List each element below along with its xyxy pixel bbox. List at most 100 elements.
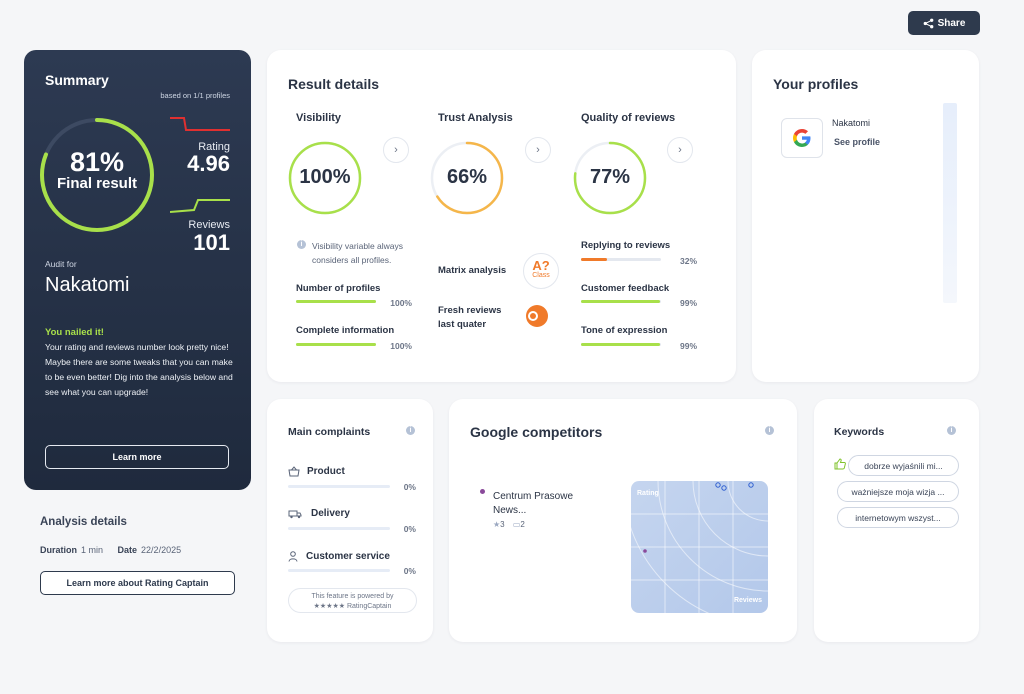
matrix-analysis-label: Matrix analysis [438, 265, 507, 276]
quality-title: Quality of reviews [581, 112, 676, 124]
quality-chevron-button[interactable]: › [667, 137, 693, 163]
metric-tone: Tone of expression [581, 325, 668, 336]
audit-for-label: Audit for [45, 259, 77, 269]
complaints-info-icon[interactable]: i [406, 426, 415, 435]
chevron-right-icon: › [678, 144, 682, 156]
rating-label: Rating [198, 141, 230, 153]
complaint-product-label: Product [307, 466, 345, 477]
keyword-chip[interactable]: dobrze wyjaśnili mi... [848, 455, 959, 476]
bar-tone [581, 343, 661, 346]
google-icon [793, 129, 811, 147]
info-icon: i [297, 240, 306, 249]
competitor-name[interactable]: Centrum Prasowe News... [493, 491, 574, 516]
pct-complete-information: 100% [390, 341, 412, 351]
rating-trend-line [170, 117, 230, 131]
keywords-info-icon[interactable]: i [947, 426, 956, 435]
chevron-right-icon: › [394, 144, 398, 156]
pct-replying: 32% [679, 256, 697, 266]
trust-ring: 66% [429, 140, 505, 216]
powered-by-badge[interactable]: This feature is powered by ★★★★★ RatingC… [288, 588, 417, 613]
pct-tone: 99% [679, 341, 697, 351]
share-button[interactable]: Share [908, 11, 980, 35]
powered-by-brand: ★★★★★ RatingCaptain [313, 603, 392, 610]
map-label-rating: Rating [637, 490, 659, 497]
matrix-badge-value: A? [532, 258, 550, 273]
chevron-right-icon: › [536, 144, 540, 156]
truck-icon [288, 510, 302, 519]
trust-title: Trust Analysis [438, 112, 513, 124]
based-on-text: based on 1/1 profiles [160, 91, 230, 100]
reviews-trend-line [170, 199, 230, 213]
competitors-title: Google competitors [470, 424, 603, 440]
reviews-value: 101 [193, 230, 230, 255]
trust-value: 66% [446, 166, 488, 188]
learn-more-rc-button[interactable]: Learn more about Rating Captain [40, 571, 235, 595]
bar-complete-information [296, 343, 376, 346]
share-icon [923, 18, 933, 28]
final-result-ring: 81% Final result [38, 116, 156, 234]
matrix-badge-sub: Class [532, 272, 550, 279]
result-details-title: Result details [288, 76, 380, 92]
fresh-reviews-icon [526, 305, 548, 327]
summary-card: Summary based on 1/1 profiles 81% Final … [24, 50, 251, 490]
person-icon [288, 551, 298, 562]
metric-customer-feedback: Customer feedback [581, 283, 670, 294]
competitor-stats: ★3 ▭2 [493, 520, 525, 529]
competitors-info-icon[interactable]: i [765, 426, 774, 435]
profiles-scrollbar[interactable] [943, 103, 957, 303]
bar-customer-feedback [581, 300, 661, 303]
rating-value: 4.96 [187, 151, 230, 176]
thumbs-up-icon [834, 458, 846, 470]
final-result-pct: 81% [69, 147, 125, 177]
analysis-details-title: Analysis details [40, 516, 127, 528]
metric-number-of-profiles: Number of profiles [296, 283, 381, 294]
visibility-note: Visibility variable always considers all… [312, 241, 404, 265]
basket-icon [288, 466, 300, 477]
complaint-product-pct: 0% [403, 482, 416, 492]
duration-value: 1 min [81, 545, 104, 555]
nailed-text: Your rating and reviews number look pret… [45, 342, 233, 397]
competitor-comments: 2 [520, 520, 525, 529]
complaints-title: Main complaints [288, 426, 371, 438]
bar-replying [581, 258, 661, 261]
nailed-title: You nailed it! [45, 327, 104, 338]
summary-title: Summary [45, 72, 109, 88]
complaint-product-bar [288, 485, 390, 488]
visibility-chevron-button[interactable]: › [383, 137, 409, 163]
analysis-meta: Duration 1 min Date 22/2/2025 [40, 545, 193, 555]
profiles-title: Your profiles [773, 76, 859, 92]
competitor-stars: 3 [500, 520, 505, 529]
keyword-chip[interactable]: ważniejsze moja wizja ... [837, 481, 959, 502]
complaint-service-pct: 0% [403, 566, 416, 576]
competitor-dot [480, 489, 485, 494]
audit-name: Nakatomi [45, 274, 130, 296]
profile-item[interactable] [781, 118, 823, 158]
complaint-delivery-bar [288, 527, 390, 530]
visibility-ring: 100% [287, 140, 363, 216]
complaint-service-label: Customer service [306, 551, 390, 562]
duration-label: Duration [40, 545, 77, 555]
see-profile-link[interactable]: See profile [834, 137, 881, 147]
pct-number-of-profiles: 100% [390, 298, 412, 308]
reviews-label: Reviews [188, 219, 230, 231]
quality-value: 77% [589, 166, 631, 188]
map-label-reviews: Reviews [733, 597, 762, 604]
comment-icon: ▭ [512, 520, 521, 529]
date-label: Date [117, 545, 138, 555]
keyword-chip[interactable]: internetowym wszyst... [837, 507, 959, 528]
learn-more-button[interactable]: Learn more [45, 445, 229, 469]
complaint-delivery-label: Delivery [311, 508, 350, 519]
complaint-delivery-pct: 0% [403, 524, 416, 534]
trust-chevron-button[interactable]: › [525, 137, 551, 163]
share-label: Share [937, 17, 966, 29]
result-details-card [267, 50, 736, 382]
quality-ring: 77% [572, 140, 648, 216]
matrix-class-badge: A? Class [523, 253, 559, 289]
metric-replying: Replying to reviews [581, 240, 671, 251]
keywords-title: Keywords [834, 426, 885, 438]
fresh-reviews-label: Fresh reviews last quater [438, 305, 502, 330]
metric-complete-information: Complete information [296, 325, 395, 336]
profiles-card [752, 50, 979, 382]
star-icon: ★ [493, 520, 501, 529]
bar-number-of-profiles [296, 300, 376, 303]
